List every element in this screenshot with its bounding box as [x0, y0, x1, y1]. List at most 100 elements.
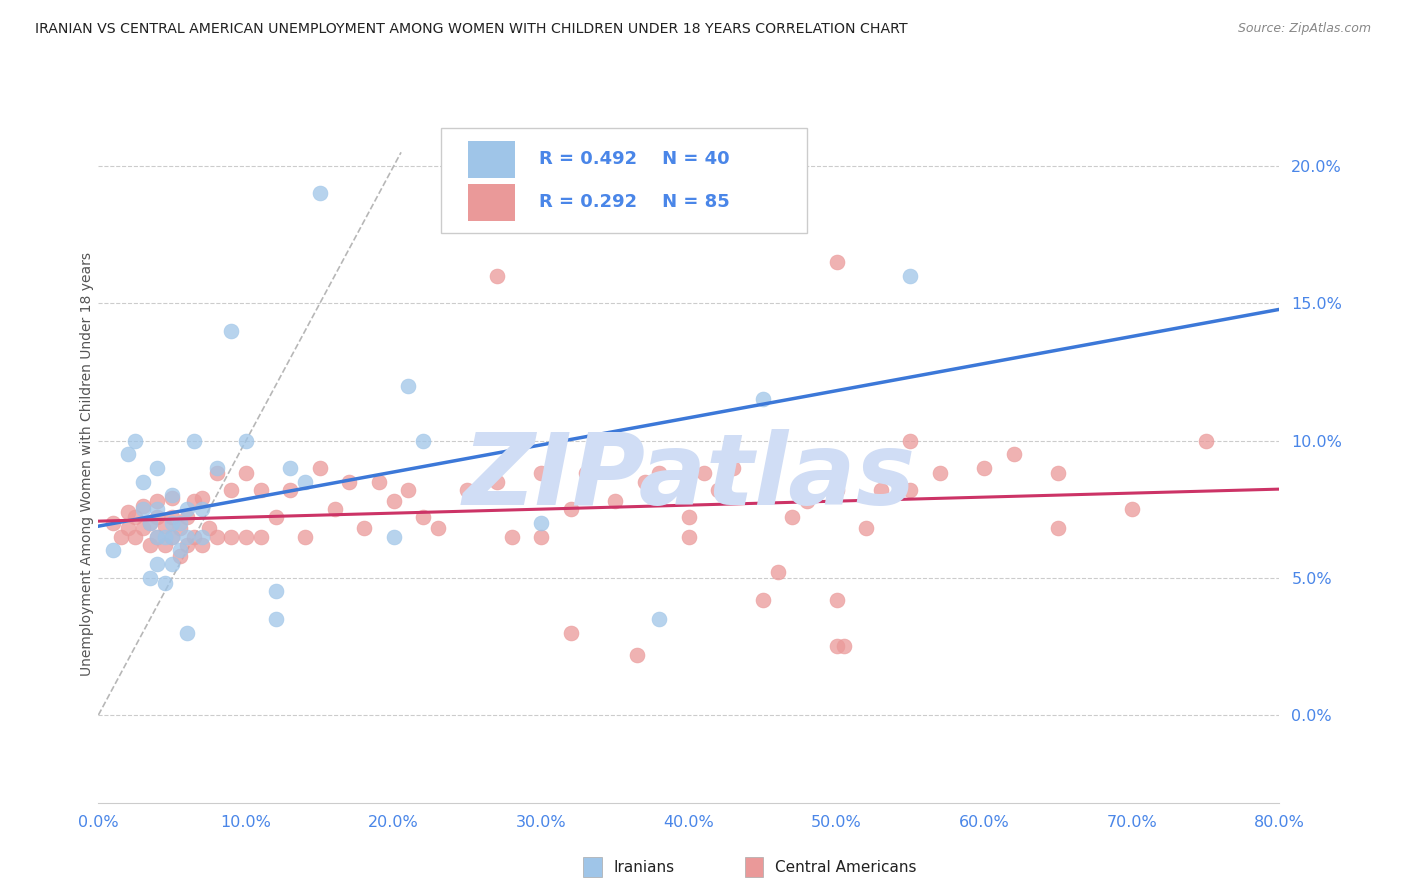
Point [278, 483, 302, 497]
Point [124, 510, 146, 524]
Point [176, 502, 198, 516]
Point [153, 530, 176, 544]
Point [219, 483, 242, 497]
Point [825, 255, 848, 269]
Point [486, 268, 509, 283]
Point [396, 483, 419, 497]
Point [250, 530, 273, 544]
Point [560, 502, 582, 516]
Point [132, 500, 155, 514]
Text: Central Americans: Central Americans [775, 860, 917, 874]
Point [205, 461, 228, 475]
Point [176, 530, 198, 544]
Point [396, 378, 419, 392]
Point [633, 475, 655, 489]
Point [117, 447, 139, 461]
Point [153, 538, 176, 552]
Point [278, 461, 302, 475]
Point [219, 530, 242, 544]
Point [294, 475, 316, 489]
Point [103, 516, 125, 530]
Point [605, 494, 627, 508]
Point [928, 467, 950, 481]
Point [501, 530, 523, 544]
Point [427, 521, 450, 535]
Point [162, 516, 183, 530]
Point [648, 612, 671, 626]
Point [530, 467, 553, 481]
Point [1046, 467, 1069, 481]
Point [1195, 434, 1218, 448]
Point [235, 434, 257, 448]
Point [198, 521, 221, 535]
Point [294, 530, 316, 544]
Point [855, 521, 877, 535]
Point [412, 434, 434, 448]
Point [382, 530, 405, 544]
Point [825, 592, 848, 607]
Point [103, 543, 125, 558]
Point [139, 516, 162, 530]
Point [183, 494, 205, 508]
Point [900, 483, 922, 497]
Point [1002, 447, 1025, 461]
Point [339, 475, 360, 489]
Point [678, 510, 700, 524]
Point [205, 530, 228, 544]
Point [162, 510, 183, 524]
Point [900, 434, 922, 448]
Text: Iranians: Iranians [613, 860, 673, 874]
Point [146, 510, 169, 524]
Point [825, 640, 848, 654]
Point [132, 475, 155, 489]
Point [796, 494, 818, 508]
Point [309, 186, 332, 201]
FancyBboxPatch shape [468, 141, 516, 178]
Point [264, 612, 287, 626]
Point [1121, 502, 1143, 516]
Point [1046, 521, 1069, 535]
Point [530, 530, 553, 544]
Point [132, 502, 155, 516]
Point [626, 648, 648, 662]
Point [183, 530, 205, 544]
Point [117, 505, 139, 519]
Text: R = 0.492    N = 40: R = 0.492 N = 40 [538, 150, 730, 169]
Point [250, 483, 273, 497]
Point [309, 461, 332, 475]
Point [973, 461, 995, 475]
Point [117, 521, 139, 535]
Point [176, 510, 198, 524]
Point [832, 640, 855, 654]
Point [146, 557, 169, 571]
Point [176, 538, 198, 552]
Point [124, 530, 146, 544]
Point [183, 434, 205, 448]
Point [678, 530, 700, 544]
Point [382, 494, 405, 508]
Point [648, 467, 671, 481]
Point [486, 475, 509, 489]
Point [162, 491, 183, 505]
Point [153, 576, 176, 591]
Point [574, 467, 596, 481]
Text: Source: ZipAtlas.com: Source: ZipAtlas.com [1237, 22, 1371, 36]
Point [707, 483, 730, 497]
Point [751, 592, 773, 607]
Text: ZIPatlas: ZIPatlas [463, 429, 915, 526]
Point [825, 483, 848, 497]
Point [169, 516, 191, 530]
Point [153, 518, 176, 533]
Point [751, 392, 773, 407]
Point [264, 584, 287, 599]
Point [169, 549, 191, 563]
Point [456, 483, 478, 497]
Point [162, 557, 183, 571]
Point [235, 467, 257, 481]
Point [235, 530, 257, 544]
Point [412, 510, 434, 524]
Point [766, 566, 789, 580]
Point [169, 521, 191, 535]
Point [900, 268, 922, 283]
Point [368, 475, 391, 489]
